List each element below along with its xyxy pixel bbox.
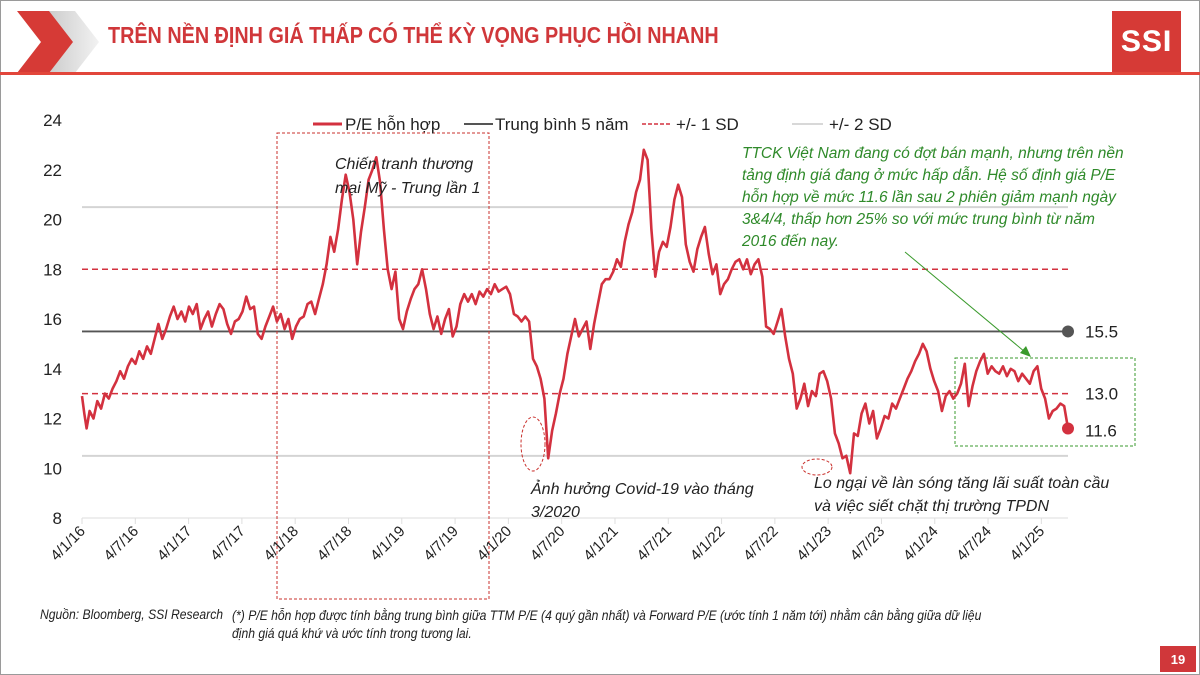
header-divider	[0, 72, 1200, 75]
x-tick-label: 4/7/16	[101, 523, 143, 565]
x-tick-label: 4/7/18	[314, 523, 356, 565]
legend-label-2sd: +/- 2 SD	[829, 115, 892, 134]
ssi-logo: SSI	[1112, 11, 1181, 73]
x-axis: 4/1/16 4/7/16 4/1/17 4/7/17 4/1/18 4/7/18 4/1/…	[47, 518, 1048, 564]
x-tick-label: 4/1/16	[47, 523, 89, 565]
arrow-head-icon	[1020, 346, 1031, 357]
x-tick-label: 4/1/22	[687, 523, 729, 565]
legend-label-pe: P/E hỗn hợp	[345, 115, 440, 134]
y-tick-label: 18	[43, 260, 62, 279]
y-tick-label: 12	[43, 410, 62, 429]
series-line-pe	[80, 148, 1070, 475]
footnote: (*) P/E hỗn hợp được tính bằng trung bìn…	[232, 607, 981, 643]
x-tick-label: 4/1/25	[1007, 523, 1049, 565]
legend-label-1sd: +/- 1 SD	[676, 115, 739, 134]
series-layer	[80, 148, 1074, 475]
footnote-text: (*) P/E hỗn hợp được tính bằng trung bìn…	[232, 608, 982, 641]
source-note: Nguồn: Bloomberg, SSI Research	[40, 607, 224, 622]
y-tick-label: 14	[43, 360, 62, 379]
x-tick-label: 4/7/19	[420, 523, 462, 565]
commentary-line3: hỗn hợp về mức 11.6 lần sau 2 phiên giảm…	[742, 189, 1117, 206]
x-tick-label: 4/1/17	[154, 523, 196, 565]
commentary-arrow	[904, 251, 1026, 353]
annotations: Chiến tranh thương mại Mỹ - Trung lần 1 …	[335, 145, 1124, 521]
commentary-line2: tảng định giá đang ở mức hấp dẫn. Hệ số …	[742, 167, 1116, 184]
series-end-marker	[1062, 422, 1074, 435]
y-tick-label: 8	[53, 509, 62, 528]
chevron-logo-icon	[17, 11, 99, 73]
x-tick-label: 4/1/24	[900, 523, 942, 565]
legend-label-mean: Trung bình 5 năm	[495, 115, 629, 134]
end-labels: 15.5 13.0 11.6	[1062, 322, 1118, 440]
annotation-trade-war-line1: Chiến tranh thương	[335, 156, 473, 173]
x-tick-label: 4/7/22	[740, 523, 782, 565]
covid-circle	[520, 416, 546, 472]
commentary-line4: 3&4/4, thấp hơn 25% so với mức trung bìn…	[742, 211, 1095, 228]
reference-lines	[82, 206, 1068, 519]
commentary-line5: 2016 đến nay.	[741, 233, 839, 250]
y-tick-label: 20	[43, 211, 62, 230]
logo-text: SSI	[1120, 25, 1173, 58]
page-number: 19	[1160, 646, 1196, 672]
x-tick-label: 4/1/21	[580, 523, 622, 565]
rates-circle	[801, 458, 833, 476]
annotation-rates-line1: Lo ngại về làn sóng tăng lãi suất toàn c…	[814, 475, 1109, 492]
commentary-line1: TTCK Việt Nam đang có đợt bán mạnh, nhưn…	[742, 145, 1124, 162]
page-title: TRÊN NỀN ĐỊNH GIÁ THẤP CÓ THỂ KỲ VỌNG PH…	[108, 22, 719, 48]
annotation-trade-war-line2: mại Mỹ - Trung lần 1	[335, 180, 481, 197]
pe-end-label: 11.6	[1085, 421, 1117, 440]
legend: P/E hỗn hợp Trung bình 5 năm +/- 1 SD +/…	[313, 115, 892, 134]
annotation-rates-line2: và việc siết chặt thị trường TPDN	[814, 498, 1049, 515]
x-tick-label: 4/7/17	[207, 523, 249, 565]
x-tick-label: 4/1/19	[367, 523, 409, 565]
x-tick-label: 4/7/21	[634, 523, 676, 565]
x-tick-label: 4/7/24	[953, 523, 995, 565]
y-tick-label: 16	[43, 310, 62, 329]
x-tick-label: 4/1/18	[260, 523, 302, 565]
annotation-covid-line1: Ảnh hưởng Covid-19 vào tháng	[530, 479, 754, 498]
y-axis: 24 22 20 18 16 14 12 10 8	[43, 111, 62, 528]
mean-end-label: 15.5	[1085, 322, 1118, 341]
x-tick-label: 4/7/20	[527, 523, 569, 565]
recent-period-box	[954, 357, 1136, 447]
mean-end-marker	[1062, 325, 1074, 338]
x-tick-label: 4/1/20	[474, 523, 516, 565]
y-tick-label: 24	[43, 111, 62, 130]
y-tick-label: 10	[43, 459, 62, 478]
x-tick-label: 4/7/23	[847, 523, 889, 565]
annotation-boxes	[276, 132, 1136, 600]
trade-war-box	[276, 132, 490, 600]
annotation-covid-line2: 3/2020	[531, 504, 580, 521]
minus1sd-end-label: 13.0	[1085, 385, 1118, 404]
x-tick-label: 4/1/23	[793, 523, 835, 565]
y-tick-label: 22	[43, 161, 62, 180]
